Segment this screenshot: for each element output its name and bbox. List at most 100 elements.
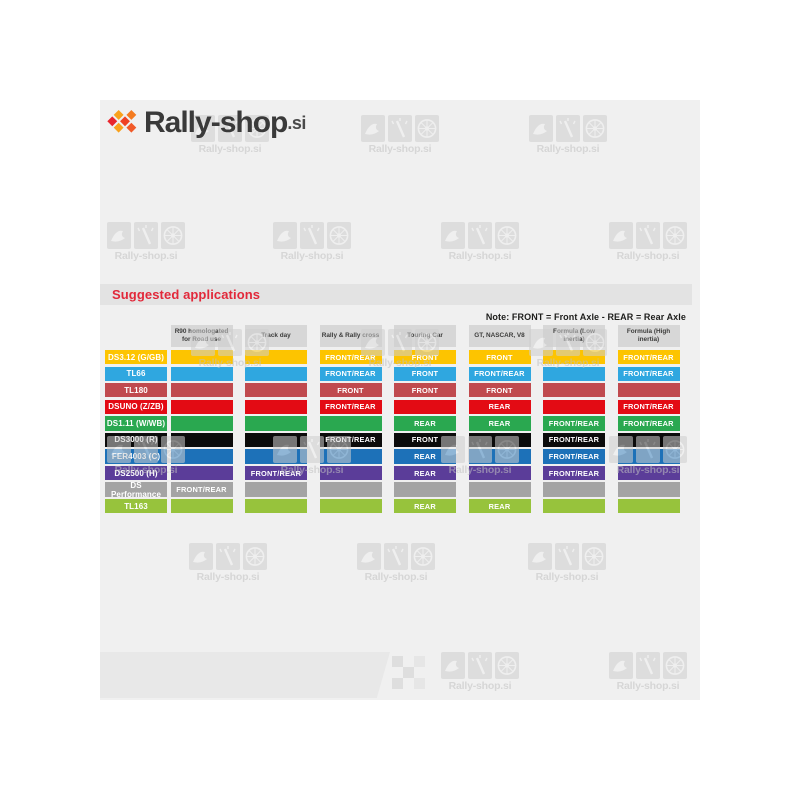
brand-name: Rally-shop — [144, 106, 288, 139]
column-header: Formula (High inertia) — [617, 325, 680, 347]
column-header: Rally & Rally cross — [319, 325, 382, 347]
table-cell — [319, 482, 382, 497]
footer-logo-bar — [100, 652, 358, 698]
table-cell: FRONT — [394, 350, 456, 365]
table-cell — [468, 482, 531, 497]
column-header: GT, NASCAR, V8 — [468, 325, 531, 347]
table-cell — [617, 465, 680, 481]
table-cell: FRONT — [468, 350, 531, 365]
table-cell — [170, 383, 233, 398]
table-cell: FRONT/REAR — [319, 432, 382, 448]
table-cell — [170, 449, 233, 464]
table-cell: FRONT/REAR — [319, 399, 382, 414]
table-cell — [245, 383, 307, 398]
table-cell — [245, 432, 307, 448]
table-cell — [245, 482, 307, 497]
table-cell — [170, 350, 233, 365]
row-label: TL66 — [105, 366, 167, 381]
table-cell — [319, 465, 382, 481]
table-cell — [617, 383, 680, 398]
row-label: FER4003 (C) — [105, 449, 167, 464]
table-cell — [170, 416, 233, 431]
row-label: DS2500 (H) — [105, 465, 167, 481]
brand-checker-icon — [107, 104, 144, 141]
table-cell — [170, 499, 233, 514]
row-label: TL163 — [105, 499, 167, 514]
column-header: Track day — [245, 325, 307, 347]
table-cell — [319, 499, 382, 514]
table-cell — [170, 465, 233, 481]
table-cell — [245, 499, 307, 514]
product-image: Suggested applications Note: FRONT = Fro… — [100, 100, 700, 700]
table-cell — [170, 366, 233, 381]
table-cell — [394, 399, 456, 414]
column-header: Formula (Low inertia) — [543, 325, 605, 347]
row-label: TL180 — [105, 383, 167, 398]
table-cell: FRONT — [394, 383, 456, 398]
table-cell — [617, 482, 680, 497]
table-cell: FRONT/REAR — [319, 366, 382, 381]
table-cell: FRONT/REAR — [617, 416, 680, 431]
checker-square — [392, 678, 403, 689]
brand-tld: .si — [287, 112, 306, 133]
table-cell: FRONT/REAR — [543, 465, 605, 481]
table-cell — [468, 432, 531, 448]
checker-square — [414, 656, 425, 667]
table-cell — [170, 432, 233, 448]
table-cell: REAR — [394, 416, 456, 431]
table-cell — [543, 499, 605, 514]
row-label: DS3000 (R) — [105, 432, 167, 448]
table-cell: FRONT/REAR — [543, 416, 605, 431]
table-cell — [617, 432, 680, 448]
table-cell: FRONT — [319, 383, 382, 398]
table-cell — [543, 482, 605, 497]
table-cell: FRONT/REAR — [543, 449, 605, 464]
checker-square — [403, 667, 414, 678]
table-cell — [170, 399, 233, 414]
checker-square — [414, 678, 425, 689]
table-cell — [245, 416, 307, 431]
table-cell — [617, 499, 680, 514]
table-cell — [468, 465, 531, 481]
table-cell — [319, 416, 382, 431]
table-cell: FRONT/REAR — [617, 399, 680, 414]
row-label: DS Performance — [105, 481, 167, 499]
table-cell — [543, 366, 605, 381]
table-cell: FRONT — [394, 366, 456, 381]
table-cell: REAR — [394, 499, 456, 514]
checker-square — [392, 656, 403, 667]
table-cell: FRONT/REAR — [245, 465, 307, 481]
table-cell — [468, 449, 531, 464]
applications-table: R90 homologated for Road use Track day Ral… — [100, 100, 700, 700]
table-cell — [394, 482, 456, 497]
table-cell — [617, 449, 680, 464]
table-cell — [319, 449, 382, 464]
table-cell: FRONT/REAR — [170, 482, 233, 497]
column-header: Touring Car — [394, 325, 456, 347]
table-cell — [245, 399, 307, 414]
row-label: DSUNO (Z/ZB) — [105, 399, 167, 414]
row-label: DS3.12 (G/GB) — [105, 350, 167, 365]
table-cell: REAR — [468, 399, 531, 414]
table-cell — [543, 383, 605, 398]
footer-logo: Rally-shop .si — [107, 100, 306, 146]
table-cell: REAR — [468, 499, 531, 514]
table-cell: REAR — [468, 416, 531, 431]
table-cell — [543, 399, 605, 414]
table-cell: FRONT/REAR — [617, 366, 680, 381]
section-title: Suggested applications — [112, 287, 261, 302]
table-cell: FRONT/REAR — [617, 350, 680, 365]
column-header: R90 homologated for Road use — [170, 325, 233, 347]
table-cell: FRONT/REAR — [319, 350, 382, 365]
table-cell: FRONT — [468, 383, 531, 398]
table-cell — [245, 350, 307, 365]
row-label: DS1.11 (W/WB) — [105, 416, 167, 431]
table-cell: REAR — [394, 465, 456, 481]
table-cell: FRONT/REAR — [543, 432, 605, 448]
table-cell: FRONT/REAR — [468, 366, 531, 381]
axle-note: Note: FRONT = Front Axle - REAR = Rear A… — [485, 312, 686, 322]
table-cell — [245, 449, 307, 464]
table-cell — [245, 366, 307, 381]
section-title-bar: Suggested applications — [100, 284, 692, 305]
